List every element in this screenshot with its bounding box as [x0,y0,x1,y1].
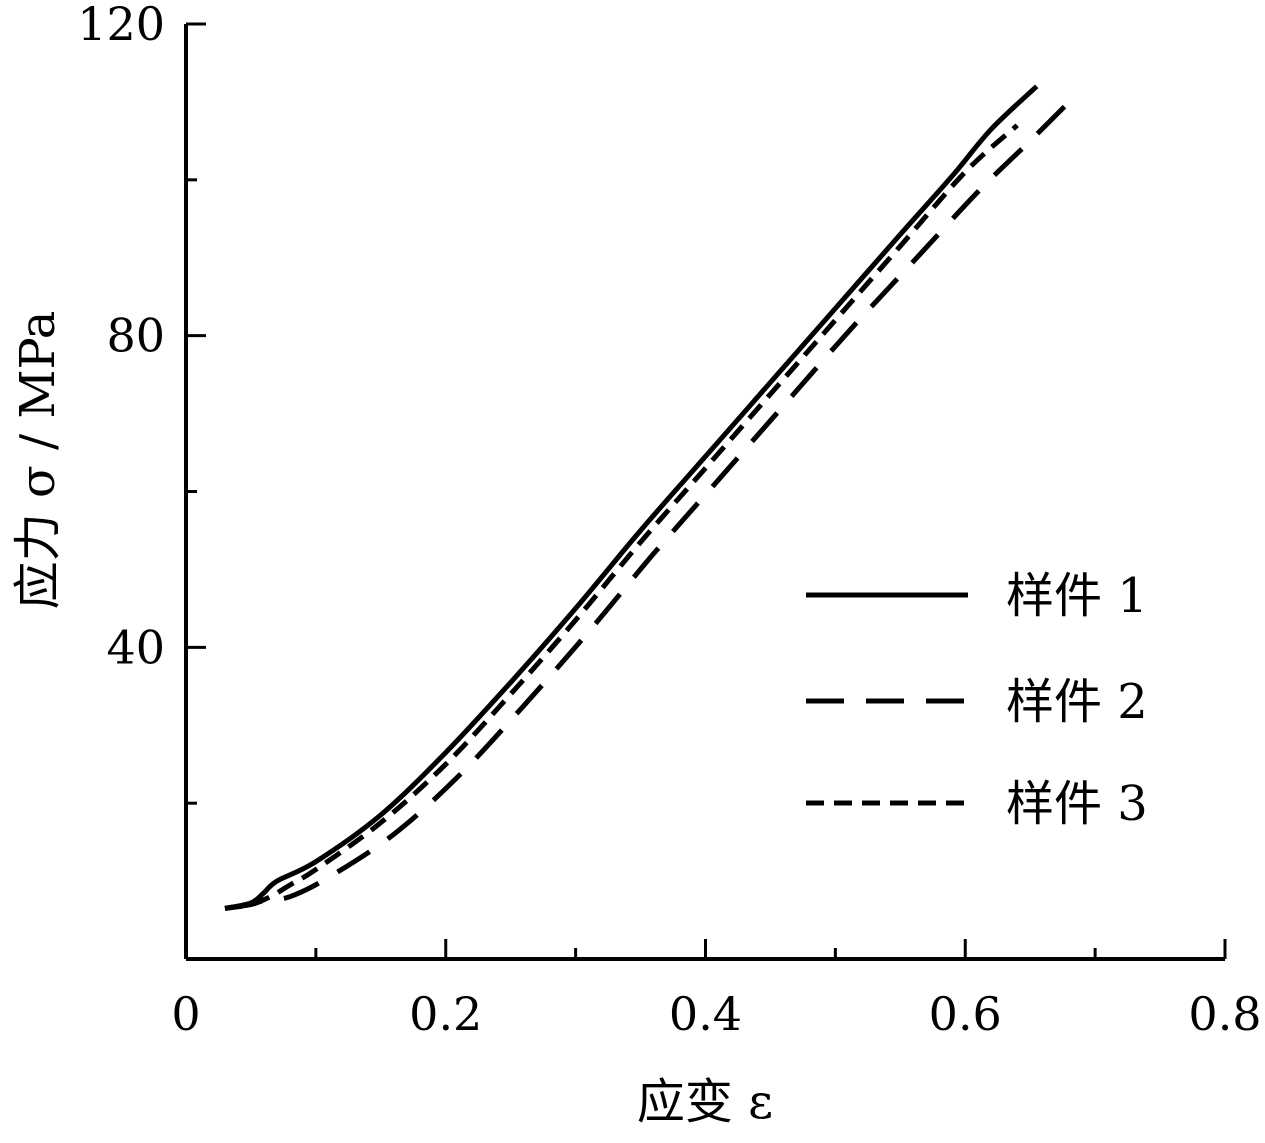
x-axis-title: 应变 ε [637,1074,773,1130]
series-line-3 [224,123,1019,911]
x-tick-label: 0 [171,987,200,1041]
y-tick-label: 80 [106,309,165,363]
y-tick-label: 40 [106,620,165,674]
legend-label-series-2: 样件 2 [1006,674,1148,730]
x-tick-label: 0.2 [409,987,482,1041]
series-line-1 [224,84,1039,911]
series-layer [224,84,1071,911]
y-tick-label: 120 [77,0,165,51]
legend-label-series-1: 样件 1 [1006,568,1148,624]
y-axis-title: 应力 σ / MPa [10,311,66,610]
x-tick-label: 0.6 [929,987,1002,1041]
ticks: 0 0.2 0.4 0.6 0.8 40 80 120 [77,0,1261,1041]
series-line-2 [224,100,1071,911]
legend-label-series-3: 样件 3 [1006,776,1148,832]
legend: 样件 1 样件 2 样件 3 [806,568,1148,832]
x-tick-label: 0.4 [669,987,742,1041]
x-tick-label: 0.8 [1188,987,1261,1041]
